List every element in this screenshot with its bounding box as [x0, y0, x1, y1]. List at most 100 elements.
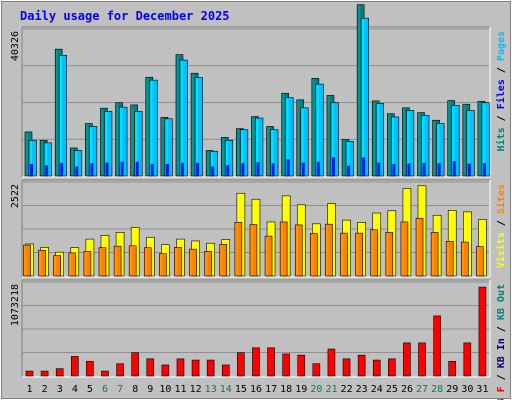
x-label-day-8: 8: [132, 384, 138, 395]
panel-top-max-label: 40326: [10, 31, 21, 61]
x-label-day-22: 22: [341, 384, 353, 395]
bar-kbf-day-16-highlight: [253, 348, 256, 376]
bar-kbf-day-16-fill: [252, 347, 260, 377]
bar-kbf-day-6-highlight: [102, 371, 105, 376]
bar-sites-day-17-highlight: [265, 236, 268, 276]
bar-hits-day-7-highlight: [116, 103, 119, 176]
bar-sites-day-29: [445, 241, 454, 277]
bar-files-day-20: [316, 161, 320, 176]
bar-sites-day-15-highlight: [235, 222, 238, 276]
bar-sites-day-11-highlight: [175, 247, 178, 276]
bar-sites-day-1-fill: [23, 244, 31, 277]
bar-sites-day-23-highlight: [356, 233, 359, 276]
bar-kbf-day-27-highlight: [419, 343, 422, 376]
chart-title: Daily usage for December 2025: [20, 9, 230, 23]
bar-sites-day-27-fill: [415, 217, 424, 277]
bar-hits-day-10-highlight: [161, 117, 164, 176]
bar-kbf-day-7-highlight: [117, 364, 120, 376]
bar-kbf-day-12-highlight: [192, 360, 195, 376]
x-label-day-6: 6: [102, 384, 108, 395]
bar-hits-day-15-highlight: [236, 129, 240, 176]
bar-kbf-day-11: [176, 358, 185, 377]
bar-files-day-13: [211, 166, 215, 176]
panel-bottom-max-label: 1073218: [10, 284, 21, 326]
panel-top-legend: Hits / Files / Pages: [495, 31, 507, 151]
bar-hits-day-12-highlight: [191, 73, 194, 176]
bar-hits-day-22-highlight: [342, 140, 345, 176]
bar-sites-day-24: [370, 229, 379, 277]
bar-hits-day-29-highlight: [448, 101, 451, 176]
bar-sites-day-26: [400, 221, 409, 277]
bar-sites-day-17: [264, 235, 273, 277]
bar-files-day-23: [362, 157, 366, 176]
bar-kbf-day-6: [101, 370, 109, 377]
bar-pages-day-14-highlight: [225, 140, 229, 176]
bar-pages-day-17-highlight: [271, 130, 274, 176]
bar-kbf-day-23-fill: [357, 354, 366, 377]
bar-sites-day-23: [355, 232, 363, 277]
bar-files-day-16: [256, 162, 260, 176]
bar-sites-day-2-fill: [38, 249, 46, 277]
bar-kbf-day-2-fill: [40, 370, 49, 377]
bar-sites-day-10-fill: [159, 253, 167, 277]
bar-kbf-day-29-highlight: [449, 361, 452, 376]
legend-item: /: [496, 368, 507, 386]
bar-kbf-day-22: [342, 358, 351, 377]
bar-files-day-2: [45, 165, 49, 176]
bar-kbf-day-18: [282, 353, 290, 377]
bar-pages-day-25-highlight: [391, 117, 395, 176]
bar-hits-day-25-highlight: [387, 114, 391, 176]
bar-sites-day-22: [340, 232, 348, 277]
bar-pages-day-23: [360, 17, 369, 177]
bar-sites-day-28-highlight: [431, 232, 434, 276]
bar-sites-day-9: [143, 247, 152, 277]
bar-pages-day-2-highlight: [44, 143, 47, 176]
bar-kbf-day-1-highlight: [26, 371, 29, 376]
bar-sites-day-30-highlight: [461, 242, 465, 276]
bar-pages-day-11: [179, 59, 188, 177]
bar-kbf-day-17: [267, 347, 275, 377]
x-label-day-17: 17: [265, 384, 277, 395]
bar-files-day-1: [30, 163, 33, 176]
bar-kbf-day-28: [433, 315, 441, 377]
bar-kbf-day-21: [327, 348, 336, 377]
bar-kbf-day-1: [25, 370, 34, 377]
bar-files-day-15: [241, 163, 245, 176]
x-label-day-30: 30: [461, 384, 473, 395]
bar-kbf-day-19-fill: [297, 354, 306, 377]
x-label-day-2: 2: [42, 384, 48, 395]
legend-item: /: [496, 320, 507, 338]
bar-kbf-day-8-highlight: [132, 353, 135, 376]
bar-sites-day-19-fill: [294, 224, 303, 277]
bar-hits-day-4-highlight: [70, 148, 73, 176]
x-label-day-3: 3: [57, 384, 63, 395]
bar-kbf-day-19: [297, 354, 306, 377]
bar-sites-day-11: [174, 247, 182, 277]
bar-files-day-22: [347, 165, 351, 176]
bar-sites-day-3-fill: [53, 255, 61, 277]
bar-sites-day-8: [128, 245, 137, 277]
bar-kbf-day-9-highlight: [147, 359, 150, 376]
bar-pages-day-9-highlight: [150, 80, 153, 176]
bar-sites-day-14-fill: [219, 244, 228, 277]
bar-sites-day-7: [113, 245, 122, 277]
x-label-day-21: 21: [325, 384, 337, 395]
bar-hits-day-5-highlight: [85, 124, 89, 176]
bar-sites-day-4-highlight: [69, 253, 72, 276]
bar-sites-day-8-fill: [128, 245, 137, 277]
bar-kbf-day-25: [388, 358, 396, 377]
bar-sites-day-7-fill: [113, 245, 122, 277]
bar-sites-day-16-fill: [249, 224, 258, 277]
bar-kbf-day-12-fill: [191, 359, 200, 377]
bar-pages-day-8-highlight: [135, 112, 138, 176]
bar-sites-day-26-highlight: [401, 222, 404, 276]
bar-kbf-day-27: [418, 342, 426, 377]
bar-pages-day-24-highlight: [376, 104, 380, 176]
bar-pages-day-6-highlight: [105, 112, 108, 176]
bar-sites-day-13-highlight: [205, 252, 208, 276]
bar-kbf-day-3-fill: [55, 368, 64, 377]
bar-hits-day-31-highlight: [478, 101, 481, 176]
legend-item: Sites: [495, 184, 507, 214]
bar-kbf-day-24: [372, 359, 381, 377]
